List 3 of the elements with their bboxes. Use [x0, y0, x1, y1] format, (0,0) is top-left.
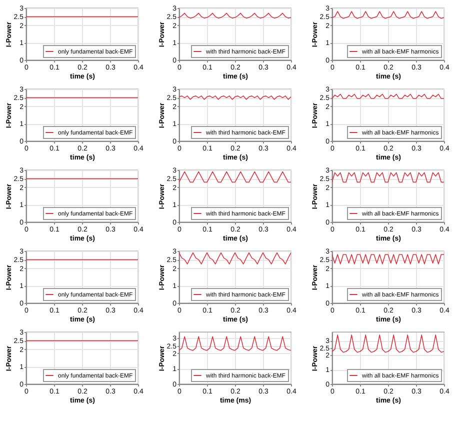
line-series: [332, 334, 444, 353]
line-series: [179, 336, 291, 351]
line-series: [332, 11, 444, 19]
